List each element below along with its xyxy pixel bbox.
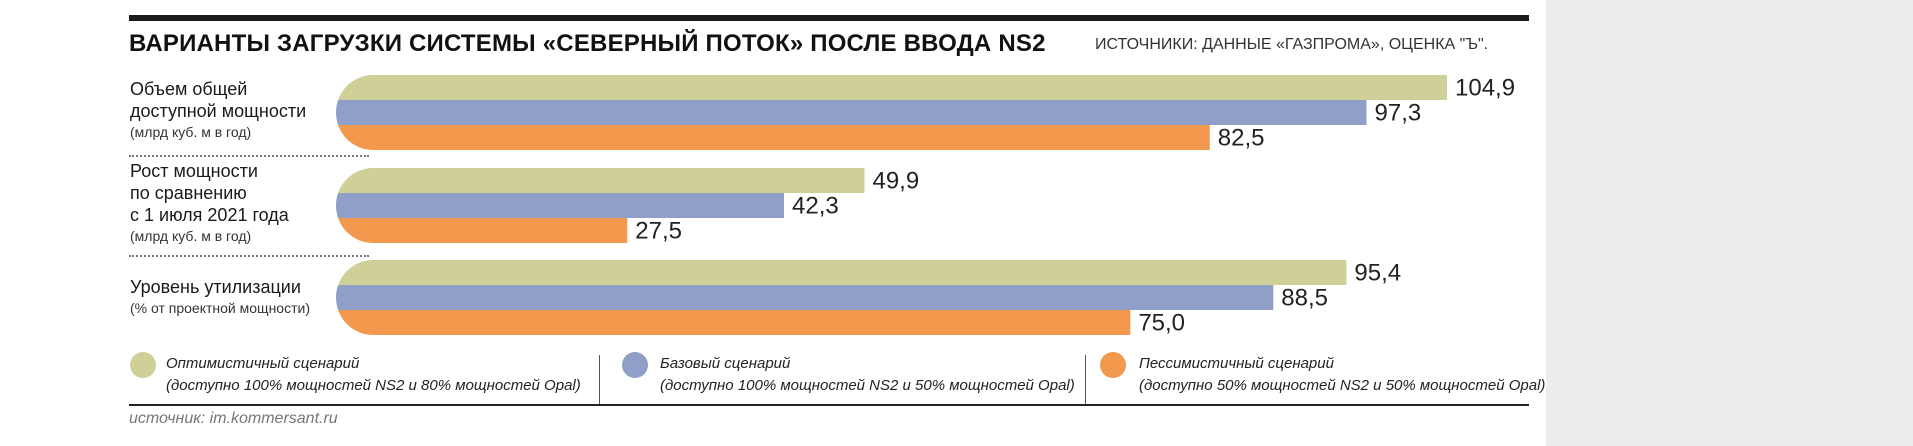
legend-divider	[1085, 355, 1086, 405]
bar	[336, 193, 785, 218]
legend-item-base: Базовый сценарий (доступно 100% мощносте…	[660, 353, 1075, 397]
category-label-line: по сравнению	[130, 183, 247, 203]
category-unit: (% от проектной мощности)	[130, 300, 310, 316]
legend-item-pessimistic: Пессимистичный сценарий (доступно 50% мо…	[1139, 353, 1545, 397]
bar-value-label: 104,9	[1455, 75, 1515, 102]
bar	[336, 260, 1347, 285]
footer-source: источник: im.kommersant.ru	[129, 410, 338, 427]
legend-swatch-base	[622, 352, 648, 378]
bar	[336, 125, 1210, 150]
bar-group: 49,9 42,3 27,5	[336, 168, 919, 245]
legend-desc: (доступно 100% мощностей NS2 и 50% мощно…	[660, 377, 1075, 394]
bar-value-label: 42,3	[792, 193, 839, 220]
top-rule	[129, 15, 1529, 21]
legend-swatch-optimistic	[130, 352, 156, 378]
bar-group: 104,9 97,3 82,5	[336, 75, 1515, 152]
bar-value-label: 88,5	[1281, 285, 1328, 312]
category-label-line: доступной мощности	[130, 101, 307, 121]
sources-note: ИСТОЧНИКИ: ДАННЫЕ «ГАЗПРОМА», ОЦЕНКА "Ъ"…	[1095, 36, 1489, 53]
legend-title: Пессимистичный сценарий	[1139, 355, 1334, 372]
legend-divider	[599, 355, 600, 405]
bar-group: 95,4 88,5 75,0	[336, 260, 1401, 337]
category-label-line: Объем общей	[130, 79, 248, 99]
bottom-rule	[129, 404, 1529, 406]
category-label-line: Рост мощности	[130, 161, 258, 181]
bar-value-label: 27,5	[635, 218, 682, 245]
category-label-utilization: Уровень утилизации (% от проектной мощно…	[130, 276, 310, 318]
bar-value-label: 49,9	[872, 168, 919, 195]
legend-item-optimistic: Оптимистичный сценарий (доступно 100% мо…	[166, 353, 581, 397]
category-label-growth: Рост мощности по сравнению с 1 июля 2021…	[130, 160, 289, 246]
legend-title: Оптимистичный сценарий	[166, 355, 360, 372]
legend-desc: (доступно 100% мощностей NS2 и 80% мощно…	[166, 377, 581, 394]
legend-title: Базовый сценарий	[660, 355, 791, 372]
category-separator	[129, 255, 369, 257]
category-unit: (млрд куб. м в год)	[130, 228, 252, 244]
category-label-line: с 1 июля 2021 года	[130, 205, 289, 225]
category-label-line: Уровень утилизации	[130, 277, 301, 297]
bar	[336, 75, 1447, 100]
right-margin-panel	[1546, 0, 1913, 446]
bar	[336, 100, 1367, 125]
bar	[336, 168, 865, 193]
legend-swatch-pessimistic	[1100, 352, 1126, 378]
category-separator	[129, 155, 369, 157]
legend-desc: (доступно 50% мощностей NS2 и 50% мощнос…	[1139, 377, 1546, 394]
bar-value-label: 95,4	[1354, 260, 1401, 287]
bar	[336, 310, 1131, 335]
bar-value-label: 75,0	[1138, 310, 1185, 337]
bar	[336, 218, 628, 243]
chart-title: ВАРИАНТЫ ЗАГРУЗКИ СИСТЕМЫ «СЕВЕРНЫЙ ПОТО…	[129, 30, 1046, 57]
bar-value-label: 97,3	[1375, 100, 1422, 127]
bar	[336, 285, 1274, 310]
bar-value-label: 82,5	[1218, 125, 1265, 152]
category-unit: (млрд куб. м в год)	[130, 124, 252, 140]
category-label-capacity: Объем общей доступной мощности (млрд куб…	[130, 78, 306, 142]
